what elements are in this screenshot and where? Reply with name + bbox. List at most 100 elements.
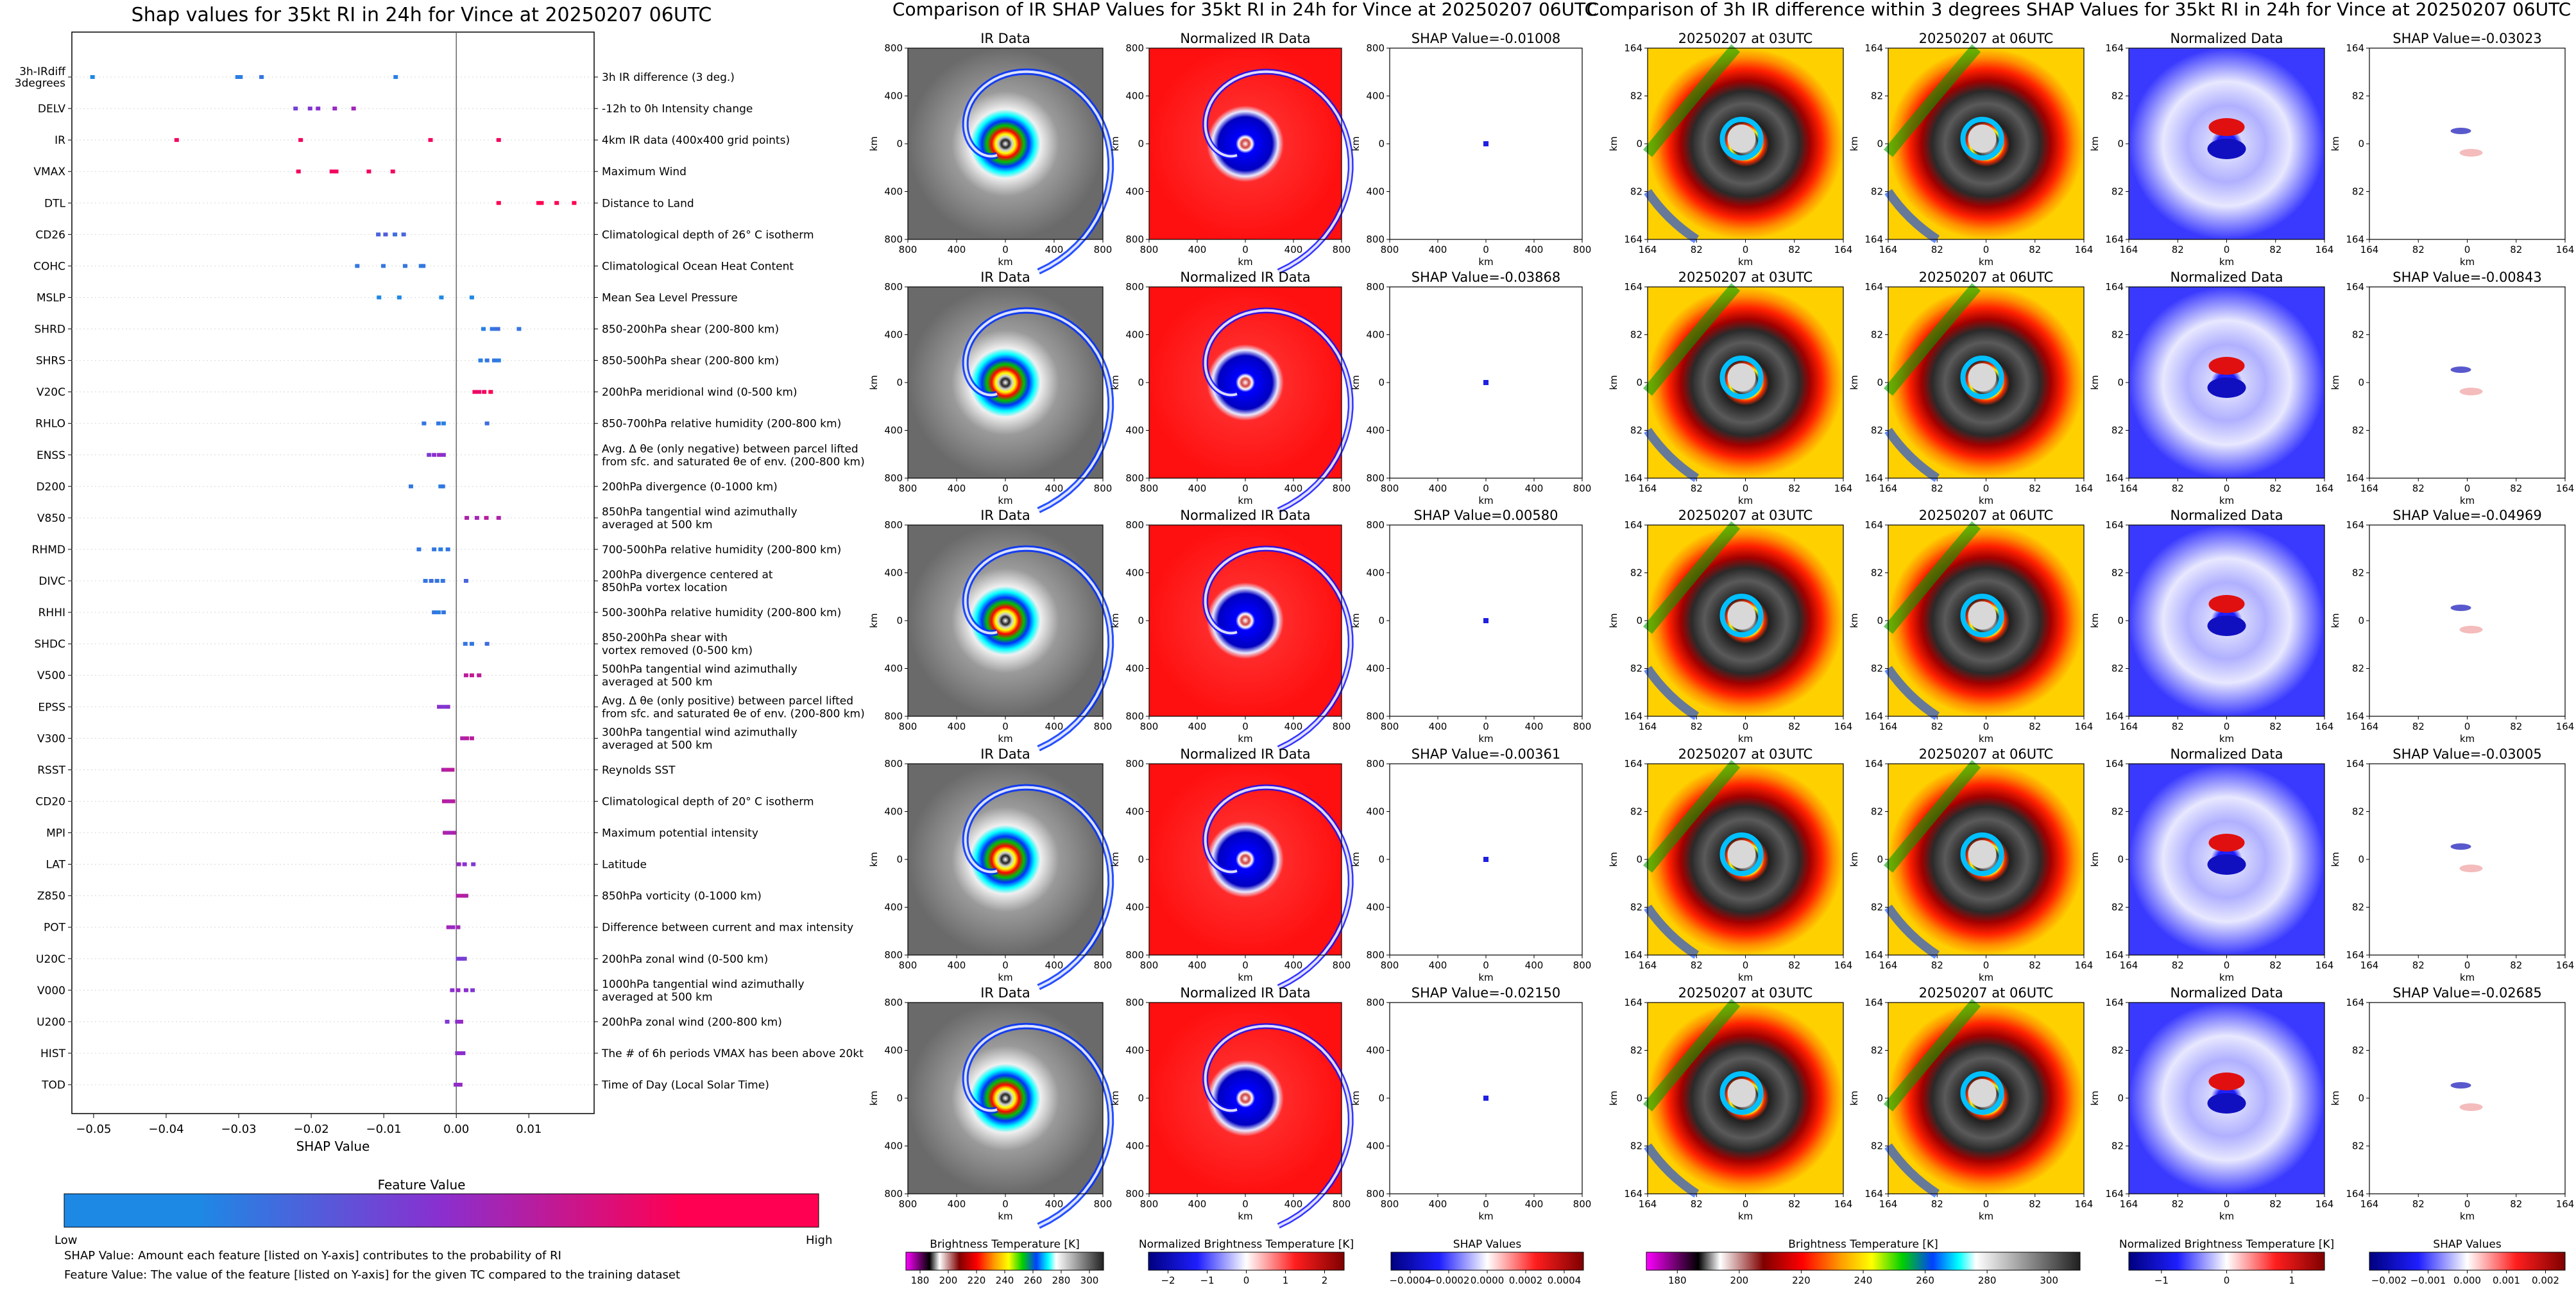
x-tick-label: 82 xyxy=(2029,483,2041,494)
panel-title: SHAP Value=-0.00843 xyxy=(2393,270,2542,285)
shap-point xyxy=(447,831,452,835)
colorbar-tick-label: 220 xyxy=(968,1275,986,1286)
shap-point xyxy=(402,264,407,268)
x-tick-label: 400 xyxy=(948,960,966,971)
x-tick-label: 82 xyxy=(2269,960,2282,971)
rainband-spiral xyxy=(964,70,1113,273)
x-tick-label: 400 xyxy=(1525,721,1544,732)
feature-code-label: SHRD xyxy=(35,323,65,336)
x-tick-label: 800 xyxy=(1573,483,1592,494)
diff-panel: 20250207 at 06UTC1641648282008282164164k… xyxy=(1848,508,2093,745)
x-tick-label: 800 xyxy=(899,244,917,255)
x-tick-label: 800 xyxy=(1094,960,1113,971)
y-tick-label: 164 xyxy=(1624,997,1642,1008)
shap-point xyxy=(423,579,428,583)
x-axis-label: km xyxy=(1478,972,1493,983)
colorbar-tick-label: −1 xyxy=(1200,1275,1214,1286)
cold-anomaly xyxy=(2207,854,2246,875)
x-tick-label: 800 xyxy=(1573,1198,1592,1210)
normalized-ir-image xyxy=(1149,287,1342,478)
shap-point xyxy=(436,421,441,426)
feature-description-label: Mean Sea Level Pressure xyxy=(602,291,738,304)
colorbar-tick-label: 0.000 xyxy=(2453,1275,2481,1286)
y-tick-label: 164 xyxy=(1624,758,1642,770)
diff-panel: Normalized Data1641648282008282164164kmk… xyxy=(2089,746,2333,983)
x-tick-label: 0 xyxy=(1743,483,1749,494)
y-tick-label: 82 xyxy=(1630,567,1642,579)
diff-panel: Normalized Data1641648282008282164164kmk… xyxy=(2089,985,2333,1222)
x-axis-label: km xyxy=(2460,733,2475,745)
panel-title: SHAP Value=-0.03868 xyxy=(1412,270,1561,285)
colorbar-tick-label: −0.002 xyxy=(2371,1275,2407,1286)
feature-description-label: 850-700hPa relative humidity (200-800 km… xyxy=(602,418,841,431)
x-tick-label: 164 xyxy=(1879,483,1898,494)
shap-point xyxy=(334,169,339,174)
feature-code-label: HIST xyxy=(40,1047,66,1060)
outer-band xyxy=(1644,189,1700,243)
y-tick-label: 400 xyxy=(1125,567,1144,579)
shap-point xyxy=(488,390,493,394)
x-tick-label: 0 xyxy=(1242,1198,1249,1210)
x-tick-label: 800 xyxy=(1333,1198,1351,1210)
shap-point xyxy=(445,705,450,709)
shap-point xyxy=(432,547,437,551)
feature-description-label: Maximum potential intensity xyxy=(602,827,758,840)
x-tick-label: 400 xyxy=(1188,244,1207,255)
footnote-shap-value: SHAP Value: Amount each feature [listed … xyxy=(64,1249,561,1262)
colorbar-tick-label: 0.0002 xyxy=(1509,1275,1543,1286)
x-tick-label: 82 xyxy=(1691,244,1703,255)
shap-point xyxy=(390,169,395,174)
x-axis-label: km xyxy=(2460,972,2475,983)
y-tick-label: 164 xyxy=(1864,1188,1883,1200)
x-tick-label: 164 xyxy=(2316,244,2334,255)
panel-title: Normalized Data xyxy=(2171,985,2283,1001)
x-tick-label: 164 xyxy=(2556,960,2575,971)
eye xyxy=(1968,840,1997,868)
x-tick-label: 0 xyxy=(1983,244,1990,255)
y-tick-label: 800 xyxy=(1366,519,1385,531)
x-tick-label: 164 xyxy=(2316,1198,2334,1210)
ir-panel: Normalized IR Data8008004004000040040080… xyxy=(1109,31,1354,275)
panel-title: Normalized Data xyxy=(2171,270,2283,285)
shap-point xyxy=(439,295,444,300)
feature-code-label: D200 xyxy=(36,481,65,494)
y-tick-label: 164 xyxy=(2105,1188,2124,1200)
x-tick-label: 164 xyxy=(2075,483,2094,494)
shap-point xyxy=(355,264,360,268)
x-tick-label: 800 xyxy=(1140,721,1159,732)
y-tick-label: 800 xyxy=(1366,758,1385,770)
diff-panel: 20250207 at 03UTC1641648282008282164164k… xyxy=(1608,31,1852,268)
y-axis-label: km xyxy=(1608,852,1619,866)
x-tick-label: 0 xyxy=(1242,244,1249,255)
shap-negative xyxy=(2450,366,2471,373)
x-tick-label: 800 xyxy=(899,1198,917,1210)
x-tick-label: 0 xyxy=(1483,721,1489,732)
y-tick-label: 400 xyxy=(1125,1045,1144,1056)
shap-point xyxy=(296,169,301,174)
y-tick-label: 800 xyxy=(1366,949,1385,961)
colorbar-tick-label: 220 xyxy=(1792,1275,1811,1286)
x-tick-label: 800 xyxy=(1333,483,1351,494)
y-tick-label: 164 xyxy=(2105,949,2124,961)
summary-frame xyxy=(71,31,595,1114)
x-axis-label: km xyxy=(1738,733,1753,745)
x-tick-label: 82 xyxy=(2510,1198,2522,1210)
y-axis-label: km xyxy=(1350,1090,1361,1105)
y-tick-label: 0 xyxy=(1378,377,1385,388)
x-tick-label: 82 xyxy=(2412,721,2425,732)
shap-point xyxy=(462,862,467,866)
y-axis-label: km xyxy=(868,852,880,866)
shap-point xyxy=(90,75,95,79)
shap-point xyxy=(443,831,448,835)
feature-description-label: 850-500hPa shear (200-800 km) xyxy=(602,355,779,368)
y-tick-label: 0 xyxy=(1636,138,1642,150)
colorbar-tick-label: 280 xyxy=(1052,1275,1071,1286)
y-axis-label: km xyxy=(1608,1090,1619,1105)
x-tick-label: 82 xyxy=(1931,483,1943,494)
outer-band xyxy=(1884,904,1940,959)
y-tick-label: 164 xyxy=(2346,519,2364,531)
y-tick-label: 164 xyxy=(1864,281,1883,293)
diff-panel-grid: Comparison of 3h IR difference within 3 … xyxy=(1587,0,2574,1222)
shap-point xyxy=(572,201,577,205)
